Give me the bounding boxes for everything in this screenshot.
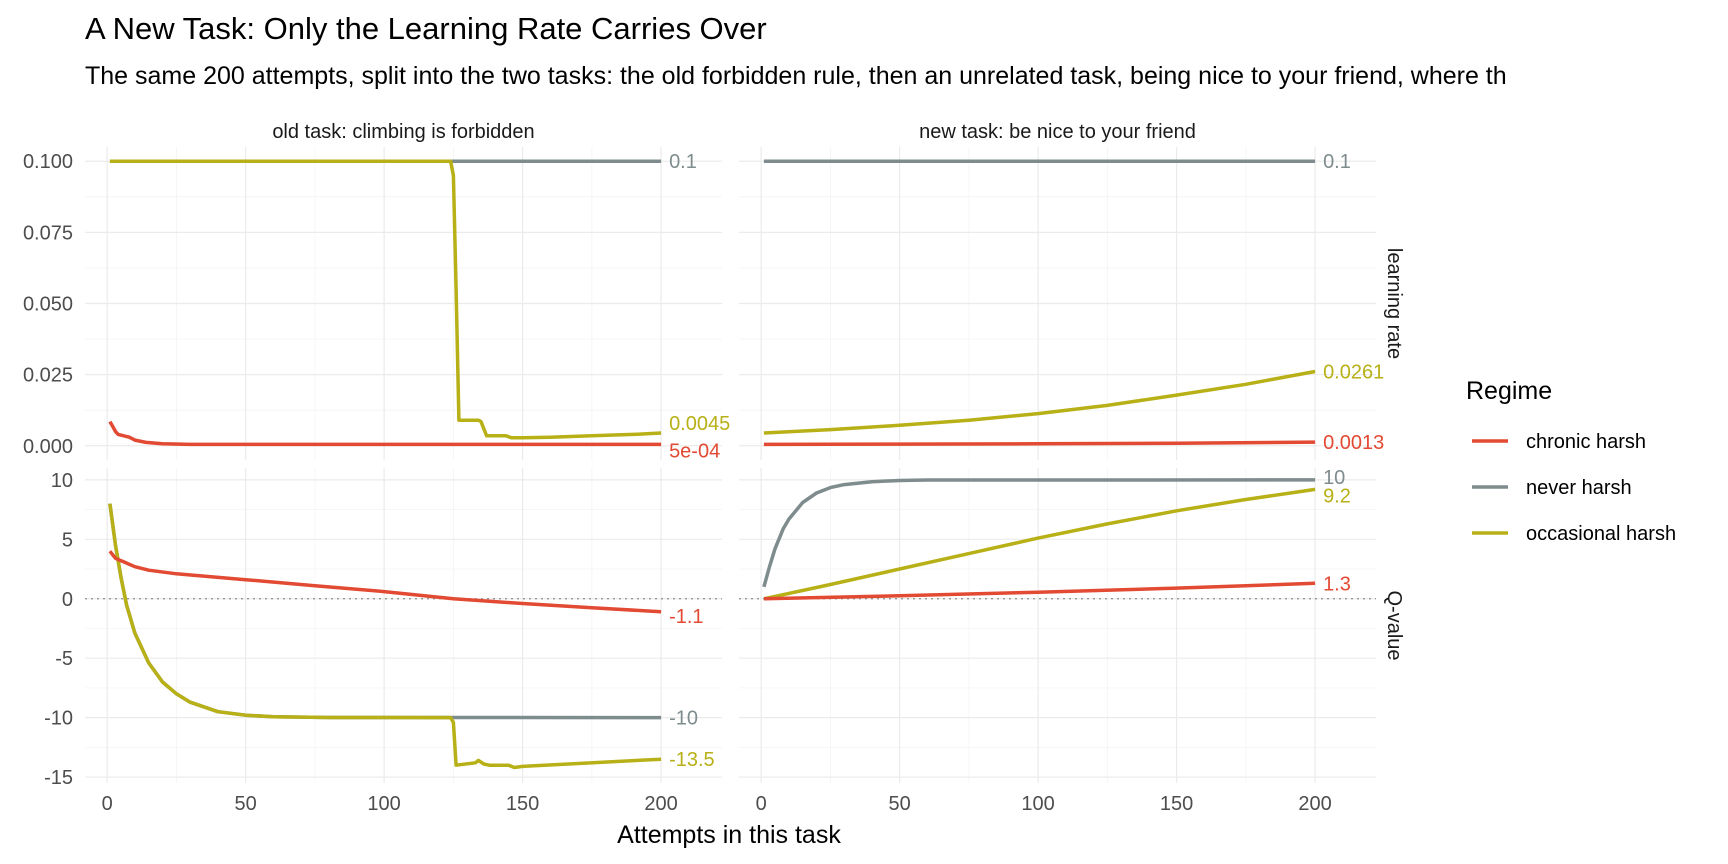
legend-label-never-harsh: never harsh: [1526, 477, 1632, 499]
row-strip-label: Q-value: [1383, 590, 1405, 660]
line-never-harsh-old-task-q-value: [108, 503, 662, 720]
line-occasional-harsh-old-task-learning-rate: [109, 159, 662, 440]
x-tick-label: 50: [889, 793, 911, 815]
line-chronic-harsh-old-task-learning-rate: [108, 420, 662, 447]
x-tick-label: 100: [1021, 793, 1054, 815]
end-label-occasional-harsh: 9.2: [1323, 485, 1351, 507]
y-tick-label: 0: [62, 589, 73, 611]
x-tick-label: 150: [506, 793, 539, 815]
end-label-never-harsh: 10: [1323, 467, 1345, 489]
series-lines: [108, 159, 1316, 770]
y-tick-label: -15: [44, 767, 73, 789]
end-label-occasional-harsh: -13.5: [669, 749, 715, 771]
end-label-occasional-harsh: 0.0261: [1323, 362, 1384, 384]
panel-old-task-climbing-is-forbidden-q-value: [85, 468, 722, 783]
legend: Regime chronic harsh never harsh occasiona…: [1466, 377, 1676, 545]
end-label-never-harsh: -10: [669, 708, 698, 730]
end-label-never-harsh: 0.1: [1323, 151, 1351, 173]
y-tick-label: 5: [62, 529, 73, 551]
y-tick-label: 0.025: [23, 365, 73, 387]
legend-label-chronic-harsh: chronic harsh: [1526, 431, 1646, 453]
y-tick-label: 0.075: [23, 222, 73, 244]
line-chronic-harsh-new-task-q-value: [763, 581, 1316, 601]
chart-title: A New Task: Only the Learning Rate Carri…: [85, 11, 767, 46]
x-axis-title: Attempts in this task: [617, 821, 841, 849]
chart-subtitle: The same 200 attempts, split into the tw…: [85, 62, 1507, 90]
end-label-chronic-harsh: 1.3: [1323, 573, 1351, 595]
column-strip-label: new task: be nice to your friend: [919, 121, 1196, 143]
x-axis-ticks: 0 50 100 150 200 0 50 100 150 200: [102, 793, 1332, 815]
x-tick-label: 200: [1298, 793, 1331, 815]
legend-title: Regime: [1466, 377, 1552, 405]
line-occasional-harsh-old-task-q-value: [108, 503, 662, 770]
end-label-chronic-harsh: 0.0013: [1323, 432, 1384, 454]
y-axis-ticks: 0.000 0.025 0.050 0.075 0.100 -15 -10 -5 0 5 10: [23, 151, 73, 789]
x-tick-label: 0: [756, 793, 767, 815]
row-strip-label: learning rate: [1383, 248, 1405, 359]
x-tick-label: 200: [644, 793, 677, 815]
x-tick-label: 100: [367, 793, 400, 815]
end-label-never-harsh: 0.1: [669, 151, 697, 173]
line-chronic-harsh-old-task-q-value: [108, 550, 662, 614]
facet-strips: learning rate Q-value old task: climbing i…: [272, 121, 1405, 661]
end-label-occasional-harsh: 0.0045: [669, 413, 730, 435]
y-tick-label: 0.000: [23, 436, 73, 458]
series-end-labels: 0.1 0.0045 5e-04 0.1 0.0261 0.0013 -10 -13.5 -1.…: [669, 151, 1384, 771]
y-tick-label: 0.050: [23, 294, 73, 316]
line-occasional-harsh-new-task-q-value: [763, 487, 1316, 601]
line-chronic-harsh-new-task-learning-rate: [763, 440, 1316, 447]
x-tick-label: 150: [1160, 793, 1193, 815]
panel-grid: [85, 147, 1376, 783]
panel-old-task-climbing-is-forbidden-learning-rate: [85, 147, 722, 460]
y-tick-label: -10: [44, 708, 73, 730]
end-label-chronic-harsh: 5e-04: [669, 440, 720, 462]
y-tick-label: -5: [55, 648, 73, 670]
legend-label-occasional-harsh: occasional harsh: [1526, 523, 1676, 545]
panel-new-task-be-nice-to-your-friend-q-value: [739, 468, 1376, 783]
x-tick-label: 50: [235, 793, 257, 815]
line-never-harsh-new-task-q-value: [762, 478, 1316, 588]
line-occasional-harsh-new-task-learning-rate: [763, 369, 1316, 435]
x-tick-label: 0: [102, 793, 113, 815]
column-strip-label: old task: climbing is forbidden: [272, 121, 534, 143]
y-tick-label: 10: [51, 470, 73, 492]
y-tick-label: 0.100: [23, 151, 73, 173]
end-label-chronic-harsh: -1.1: [669, 606, 703, 628]
